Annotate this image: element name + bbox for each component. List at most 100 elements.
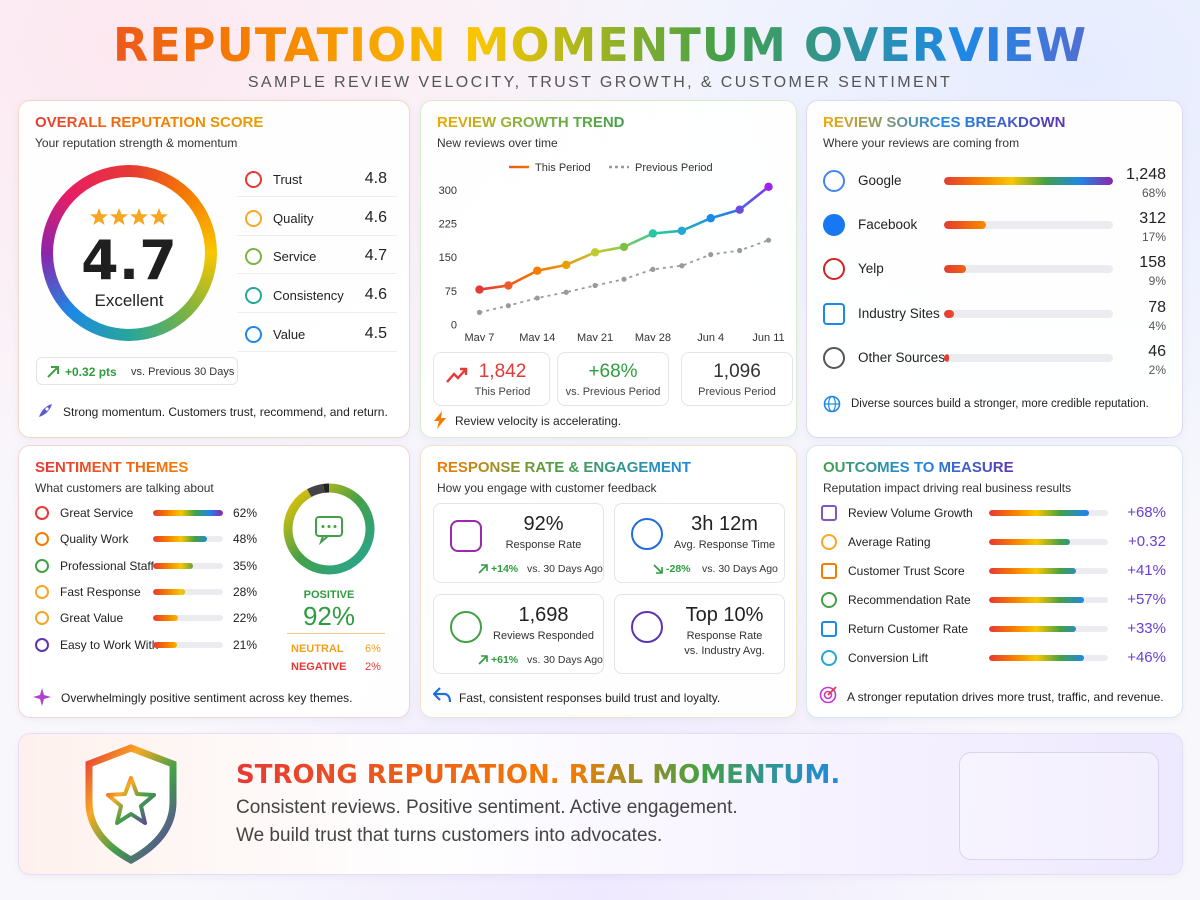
stars — [90, 208, 168, 225]
shield-icon — [85, 744, 177, 864]
source-name: Facebook — [858, 217, 918, 233]
theme-bar — [153, 510, 223, 516]
data-point — [735, 205, 744, 214]
panel-subtitle: How you engage with customer feedback — [437, 481, 657, 495]
theme-icon — [35, 611, 49, 626]
metric-note: vs. 30 Days Ago — [527, 654, 603, 666]
outcome-value: +46% — [1127, 649, 1166, 666]
source-count: 78 — [1148, 298, 1166, 316]
theme-icon — [35, 558, 49, 573]
metric-icon — [631, 611, 663, 643]
source-bar — [944, 221, 987, 230]
stat-value: 1,096 — [713, 361, 761, 382]
theme-bar — [153, 588, 185, 595]
metric-box: 1,698 Reviews Responded +61% vs. 30 Days Ag… — [433, 594, 604, 674]
source-icon — [823, 258, 845, 281]
panel-subtitle: Reputation impact driving real business … — [823, 481, 1072, 495]
theme-bar — [153, 615, 178, 622]
change-value: +0.32 pts — [65, 365, 117, 379]
source-name: Google — [858, 173, 902, 188]
source-bar — [944, 265, 967, 274]
outcome-name: Conversion Lift — [848, 651, 929, 665]
panel-title: REVIEW SOURCES BREAKDOWN — [823, 114, 1066, 131]
data-point — [708, 251, 714, 258]
breakdown-name: NEUTRAL — [291, 643, 344, 655]
theme-icon — [35, 637, 49, 652]
change-arrow — [478, 655, 488, 665]
banner-line: We build trust that turns customers into… — [236, 825, 663, 846]
bar-track — [989, 655, 1108, 661]
panel-title: REVIEW GROWTH TREND — [437, 114, 625, 131]
outcome-bar — [989, 597, 1085, 603]
theme-name: Professional Staff — [60, 558, 154, 573]
reply-icon — [433, 687, 451, 703]
arrow — [478, 564, 488, 574]
source-count: 46 — [1148, 342, 1166, 360]
data-point — [648, 229, 658, 238]
panel-footer: Review velocity is accelerating. — [455, 414, 622, 428]
metric-icon — [450, 520, 482, 552]
data-point — [677, 226, 687, 235]
factor-icon — [245, 171, 262, 188]
breakdown-name: POSITIVE — [303, 589, 355, 601]
breakdown-value: 92% — [302, 601, 356, 631]
stat-label: vs. Previous Period — [565, 386, 661, 398]
source-name: Other Sources — [858, 349, 946, 365]
line-chart: 0 75 150 225 300 May 7 May 14 May 21 May 28 Jun 4… — [439, 162, 785, 341]
score-ring — [41, 165, 217, 341]
x-tick-label: May 21 — [577, 332, 613, 341]
donut-segment — [307, 483, 325, 498]
metric-change: +14% — [491, 563, 519, 575]
bar-track — [153, 536, 223, 543]
breakdown-value: 2% — [365, 661, 381, 673]
panel-title: OVERALL REPUTATION SCORE — [35, 114, 264, 131]
metric-value: 3h 12m — [691, 513, 758, 535]
y-tick-label: 300 — [439, 185, 457, 197]
metric-value: Top 10% — [685, 604, 764, 626]
factor-name: Consistency — [273, 288, 344, 304]
theme-value: 48% — [233, 532, 258, 547]
source-count: 158 — [1139, 254, 1166, 272]
page-title: REPUTATION MOMENTUM OVERVIEW — [0, 18, 1200, 72]
data-point — [561, 260, 571, 270]
outcome-icon — [821, 650, 837, 666]
source-bar — [944, 177, 1113, 185]
factor-icon — [245, 325, 262, 343]
y-tick-label: 150 — [439, 252, 457, 264]
factor-name: Service — [273, 249, 317, 265]
factor-value: 4.5 — [364, 324, 387, 342]
factor-row: Quality 4.6 — [237, 202, 397, 236]
data-point — [706, 214, 715, 223]
panel-subtitle: Your reputation strength & momentum — [35, 136, 238, 150]
target-icon — [819, 686, 837, 704]
outcome-bar — [989, 655, 1085, 661]
theme-name: Easy to Work With — [60, 637, 159, 652]
data-point — [621, 276, 627, 282]
data-point — [619, 242, 629, 252]
x-tick-label: May 7 — [464, 332, 494, 341]
stat-label: This Period — [474, 386, 531, 398]
theme-value: 21% — [233, 637, 258, 652]
bar-track — [989, 568, 1108, 574]
factor-icon — [245, 209, 262, 227]
stat-box: 1,842 This Period — [433, 352, 550, 406]
y-tick-label: 75 — [445, 286, 457, 298]
theme-value: 22% — [233, 611, 258, 626]
y-tick-label: 0 — [451, 320, 457, 332]
data-point — [534, 295, 540, 301]
outcome-name: Average Rating — [848, 535, 931, 549]
outcome-icon — [821, 505, 837, 521]
stat-label: Previous Period — [698, 386, 776, 398]
panel-subtitle: What customers are talking about — [35, 481, 214, 495]
source-share: 4% — [1148, 318, 1166, 333]
banner: STRONG REPUTATION. REAL MOMENTUM. Consis… — [18, 733, 1183, 875]
stat-value: +68% — [588, 361, 638, 382]
factor-row: Service 4.7 — [237, 240, 397, 275]
breakdown-name: NEGATIVE — [291, 661, 347, 673]
outcome-icon — [821, 592, 837, 608]
trend-arrow — [446, 367, 468, 383]
outcome-value: +68% — [1127, 504, 1166, 521]
change-arrow — [478, 564, 488, 574]
score-panel: OVERALL REPUTATION SCORE Your reputation… — [18, 100, 410, 438]
panel-footer: A stronger reputation drives more trust,… — [847, 690, 1164, 704]
